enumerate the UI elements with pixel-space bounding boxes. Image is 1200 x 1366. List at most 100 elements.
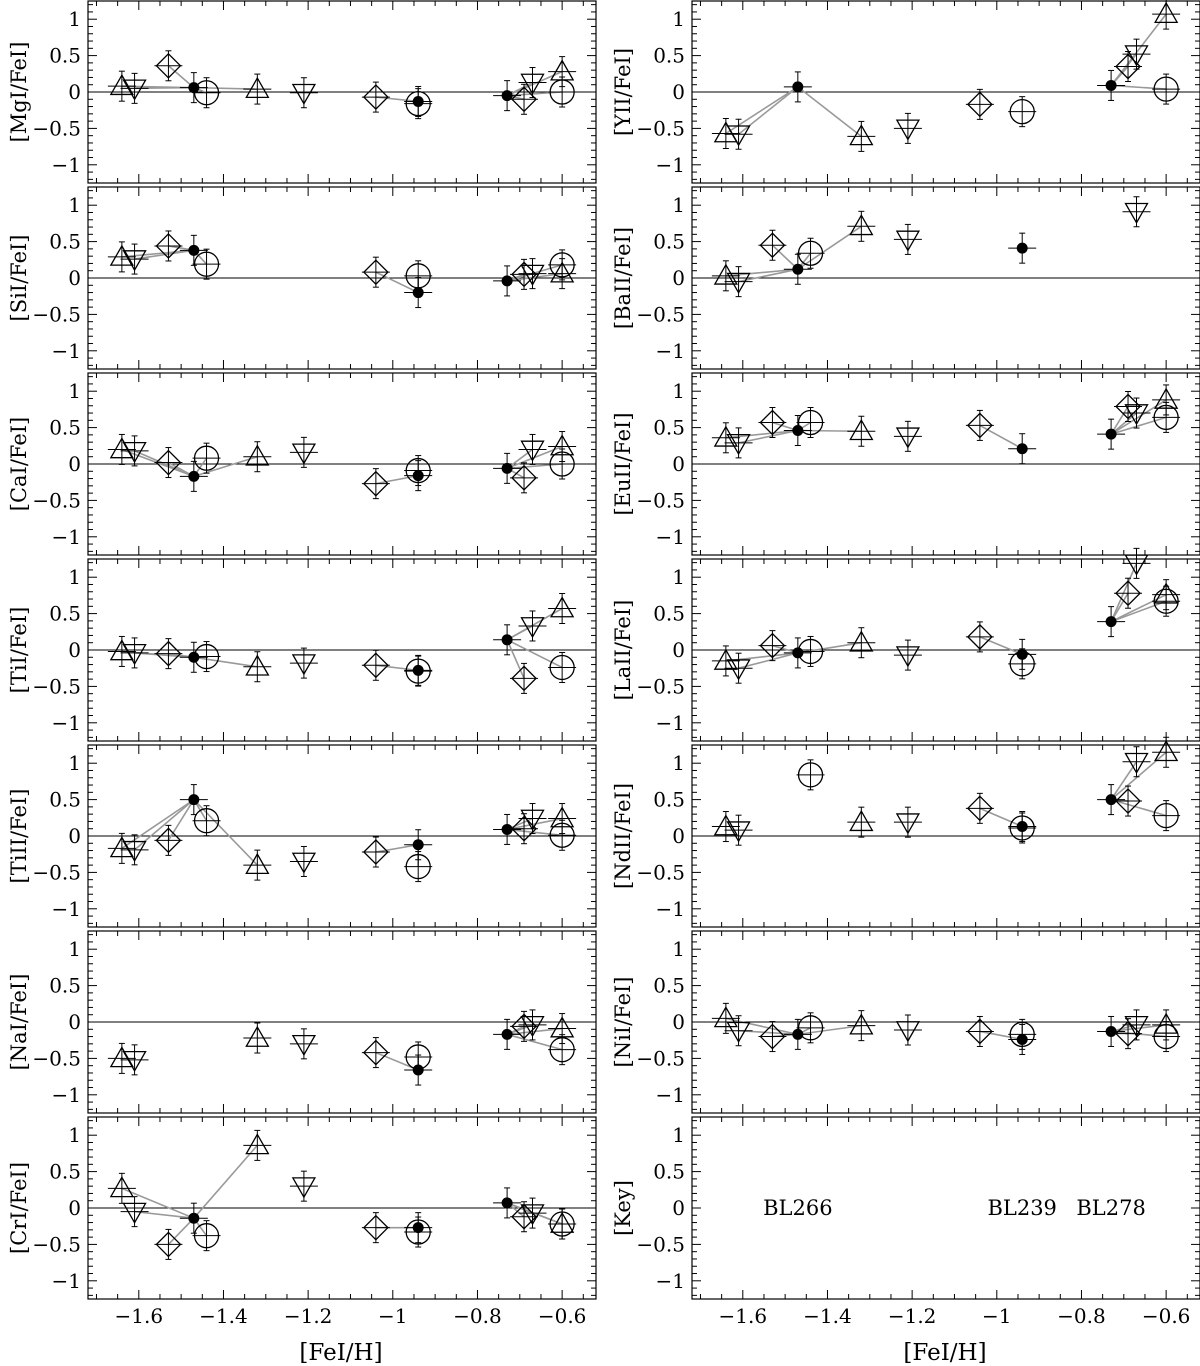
y-axis-label: [MgI/FeI] <box>7 42 31 143</box>
key-label: BL239 <box>987 1196 1056 1220</box>
connector-line <box>506 272 563 282</box>
y-tick-label: 1 <box>672 1123 685 1147</box>
data-point-triangle-up <box>245 1025 270 1047</box>
data-point-triangle-down <box>1124 202 1149 225</box>
y-tick-label: −1 <box>656 525 685 549</box>
connector-line <box>134 450 195 478</box>
connector-line <box>979 1030 1023 1041</box>
data-point-open-circle <box>193 1223 220 1249</box>
data-point-filled-circle <box>501 90 513 102</box>
y-axis-label: [SiI/FeI] <box>7 234 31 321</box>
error-bar <box>847 415 876 447</box>
y-axis-label: [Key] <box>611 1180 635 1236</box>
data-point-open-circle <box>193 808 220 834</box>
data-point-filled-circle <box>188 82 200 94</box>
y-axis-label: [TiI/FeI] <box>7 607 31 694</box>
y-axis-label: [NdII/FeI] <box>611 783 635 889</box>
data-point-triangle-up <box>109 244 134 266</box>
error-bar <box>1152 585 1181 617</box>
y-tick-label: −0.5 <box>636 302 685 326</box>
error-bar <box>548 249 577 281</box>
y-tick-label: −1 <box>656 897 685 921</box>
x-tick-label: −1.4 <box>803 1304 852 1328</box>
connector-line <box>121 798 195 850</box>
data-point-filled-circle <box>412 839 424 851</box>
connector-line <box>134 1210 194 1219</box>
panel-6: 1 0.5 0 −0.5 −1 [NaI/FeI] <box>7 930 597 1114</box>
y-axis-label: [EuII/FeI] <box>611 412 635 515</box>
y-tick-label: −1 <box>656 711 685 735</box>
y-tick-label: 0.5 <box>49 416 81 440</box>
data-point-diamond <box>155 827 182 854</box>
data-point-open-circle <box>797 1015 824 1041</box>
y-tick-label: −0.5 <box>636 488 685 512</box>
data-point-triangle-up <box>849 214 874 236</box>
connector-line <box>738 1029 798 1036</box>
error-bar <box>192 77 221 109</box>
x-tick-label: −1 <box>982 1304 1011 1328</box>
y-axis-label: [TiII/FeI] <box>7 789 31 884</box>
error-bar <box>1114 51 1143 83</box>
x-tick-label: −1.4 <box>199 1304 248 1328</box>
error-bar <box>510 662 539 694</box>
error-bar <box>724 652 753 684</box>
data-point-filled-circle <box>1105 1025 1117 1037</box>
y-axis-label: [BaII/FeI] <box>611 227 635 329</box>
error-bar <box>361 836 390 868</box>
data-point-diamond <box>1115 788 1141 814</box>
connector-line <box>167 1217 195 1245</box>
x-tick-label: −1.2 <box>284 1304 333 1328</box>
connector-line <box>1110 600 1167 623</box>
data-point-triangle-up <box>550 261 575 283</box>
y-tick-label: 1 <box>672 193 685 217</box>
x-tick-label: −0.6 <box>1142 1304 1191 1328</box>
data-point-filled-circle <box>501 1197 513 1209</box>
data-point-diamond <box>155 52 182 79</box>
y-tick-label: 0 <box>672 1010 685 1034</box>
y-tick-label: 0.5 <box>49 1160 81 1184</box>
x-tick-label: −1.6 <box>719 1304 768 1328</box>
y-tick-label: 0 <box>68 1010 81 1034</box>
y-tick-label: 1 <box>68 193 81 217</box>
data-point-filled-circle <box>1016 242 1028 254</box>
error-bar <box>243 651 272 683</box>
y-tick-label: 0.5 <box>653 788 685 812</box>
x-tick-label: −1.2 <box>888 1304 937 1328</box>
data-point-open-circle <box>549 654 575 681</box>
data-point-triangle-up <box>245 76 270 98</box>
y-tick-label: 0.5 <box>653 230 685 254</box>
error-bar <box>154 447 183 479</box>
x-axis-label-right: [FeI/H] <box>903 1340 986 1366</box>
connector-line <box>1111 1024 1167 1033</box>
y-tick-label: −0.5 <box>32 116 81 140</box>
data-point-triangle-up <box>1154 1 1179 24</box>
panel-8: 1 0.5 0 −0.5 −1 [YII/FeI] <box>611 0 1200 184</box>
panel-7: 1 0.5 0 −0.5 −1 −1.6 −1.4 −1.2 −1 −0.8 −0.6 [CrI/Fe… <box>7 1116 597 1328</box>
data-point-open-circle <box>193 445 220 471</box>
error-bar <box>548 651 577 683</box>
y-axis-label: [YII/FeI] <box>611 48 635 136</box>
data-point-triangle-down <box>726 272 751 294</box>
error-bar <box>361 468 390 500</box>
error-bar <box>1114 577 1143 609</box>
data-point-triangle-down <box>895 119 921 141</box>
y-tick-label: 0.5 <box>49 230 81 254</box>
panel-14: 1 0.5 0 −0.5 −1 −1.6 −1.4 −1.2 −1 −0.8 −0.6 [Key] BL… <box>611 1116 1200 1328</box>
data-point-filled-circle <box>792 81 804 93</box>
data-point-filled-circle <box>792 263 804 275</box>
data-point-filled-circle <box>501 634 513 646</box>
error-bar <box>1008 96 1037 128</box>
error-bar <box>510 83 539 115</box>
data-point-filled-circle <box>412 1222 424 1234</box>
data-point-diamond <box>362 84 389 111</box>
connector-line <box>1110 751 1167 801</box>
data-point-triangle-down <box>1124 1016 1149 1038</box>
data-point-diamond <box>759 632 786 659</box>
error-bar <box>192 1220 221 1252</box>
data-point-open-circle <box>193 251 220 277</box>
data-point-filled-circle <box>188 1212 200 1224</box>
error-bar <box>965 621 994 653</box>
data-point-filled-circle <box>792 425 804 437</box>
error-bar <box>361 1037 390 1069</box>
panel-3: 1 0.5 0 −0.5 −1 [CaI/FeI] <box>7 372 597 556</box>
